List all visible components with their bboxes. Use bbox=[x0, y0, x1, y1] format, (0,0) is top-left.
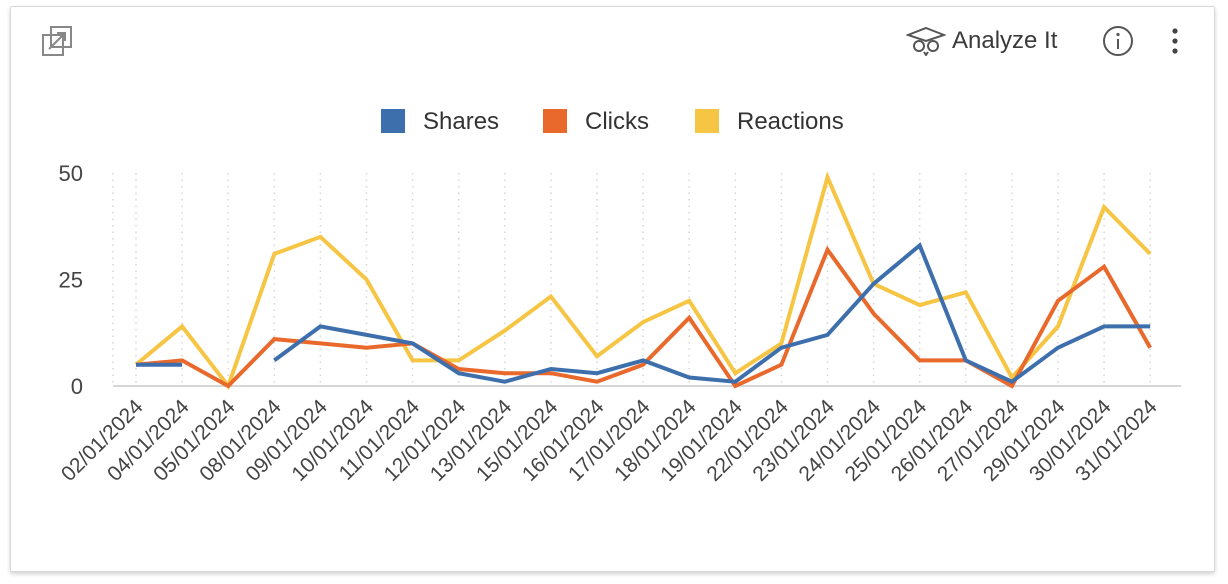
grid bbox=[112, 173, 1151, 386]
line-chart: Shares Clicks Reactions 0 25 50 02/01/202404… bbox=[57, 108, 1181, 486]
legend-item-clicks[interactable]: Clicks bbox=[543, 108, 649, 135]
more-options-button[interactable] bbox=[1163, 23, 1187, 59]
legend: Shares Clicks Reactions bbox=[381, 108, 844, 135]
info-button[interactable] bbox=[1101, 24, 1135, 58]
y-tick-label: 0 bbox=[71, 374, 83, 399]
legend-label: Reactions bbox=[737, 108, 844, 135]
series-group bbox=[134, 171, 1152, 391]
y-axis: 0 25 50 bbox=[59, 161, 83, 399]
y-tick-label: 25 bbox=[59, 268, 83, 293]
analyze-it-button[interactable]: Analyze It bbox=[906, 23, 1057, 59]
owl-graduation-icon bbox=[906, 26, 946, 56]
kebab-menu-icon bbox=[1172, 28, 1178, 54]
series-line-reactions[interactable] bbox=[134, 171, 1152, 391]
x-axis: 02/01/202404/01/202405/01/202408/01/2024… bbox=[57, 395, 1162, 486]
y-tick-label: 50 bbox=[59, 161, 83, 186]
legend-label: Clicks bbox=[585, 108, 649, 135]
expand-icon bbox=[42, 26, 72, 56]
legend-swatch bbox=[543, 109, 567, 133]
analyze-it-label: Analyze It bbox=[952, 27, 1058, 54]
legend-item-shares[interactable]: Shares bbox=[381, 108, 499, 135]
series-line-clicks[interactable] bbox=[135, 245, 1152, 389]
legend-swatch bbox=[381, 109, 405, 133]
info-icon bbox=[1103, 26, 1133, 56]
legend-swatch bbox=[695, 109, 719, 133]
legend-label: Shares bbox=[423, 108, 499, 135]
expand-button[interactable] bbox=[39, 23, 75, 59]
legend-item-reactions[interactable]: Reactions bbox=[695, 108, 844, 135]
chart-card: Analyze It Shares Clicks Reactions 0 25 50 0… bbox=[10, 6, 1215, 572]
series-line-shares[interactable] bbox=[273, 242, 1151, 385]
